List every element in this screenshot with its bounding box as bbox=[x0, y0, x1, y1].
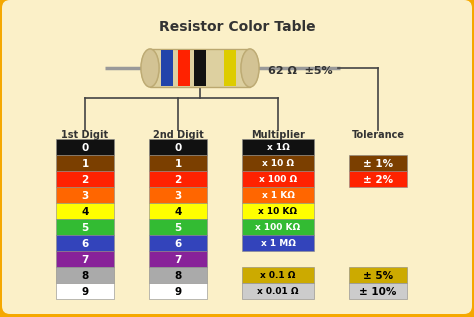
Text: 0: 0 bbox=[174, 143, 182, 153]
Text: 2: 2 bbox=[82, 175, 89, 185]
FancyBboxPatch shape bbox=[349, 171, 407, 187]
FancyBboxPatch shape bbox=[56, 219, 114, 235]
FancyBboxPatch shape bbox=[242, 187, 314, 203]
FancyBboxPatch shape bbox=[149, 267, 207, 283]
Ellipse shape bbox=[241, 49, 259, 87]
Ellipse shape bbox=[141, 49, 159, 87]
FancyBboxPatch shape bbox=[242, 267, 314, 283]
Ellipse shape bbox=[241, 49, 259, 87]
Text: x 1 KΩ: x 1 KΩ bbox=[262, 191, 294, 200]
Text: 2: 2 bbox=[174, 175, 182, 185]
Text: 4: 4 bbox=[82, 207, 89, 217]
FancyBboxPatch shape bbox=[149, 171, 207, 187]
Text: Resistor Color Table: Resistor Color Table bbox=[159, 20, 315, 34]
Text: 2nd Digit: 2nd Digit bbox=[153, 130, 203, 140]
Ellipse shape bbox=[141, 49, 159, 87]
FancyBboxPatch shape bbox=[56, 203, 114, 219]
FancyBboxPatch shape bbox=[242, 235, 314, 251]
Text: 0: 0 bbox=[82, 143, 89, 153]
FancyBboxPatch shape bbox=[242, 203, 314, 219]
FancyBboxPatch shape bbox=[56, 171, 114, 187]
FancyBboxPatch shape bbox=[149, 187, 207, 203]
Bar bbox=[161, 50, 173, 86]
FancyBboxPatch shape bbox=[149, 203, 207, 219]
Text: 7: 7 bbox=[82, 255, 89, 265]
FancyBboxPatch shape bbox=[56, 139, 114, 155]
Text: x 100 KΩ: x 100 KΩ bbox=[255, 223, 301, 232]
FancyBboxPatch shape bbox=[56, 187, 114, 203]
Text: 1st Digit: 1st Digit bbox=[62, 130, 109, 140]
Text: 5: 5 bbox=[174, 223, 182, 233]
FancyBboxPatch shape bbox=[149, 235, 207, 251]
Text: x 10 KΩ: x 10 KΩ bbox=[258, 208, 298, 217]
Text: 6: 6 bbox=[174, 239, 182, 249]
Text: ± 2%: ± 2% bbox=[363, 175, 393, 185]
Text: x 0.01 Ω: x 0.01 Ω bbox=[257, 288, 299, 296]
Bar bbox=[194, 50, 206, 86]
Text: 8: 8 bbox=[82, 271, 89, 281]
FancyBboxPatch shape bbox=[242, 139, 314, 155]
Text: ± 5%: ± 5% bbox=[363, 271, 393, 281]
FancyBboxPatch shape bbox=[56, 251, 114, 267]
FancyBboxPatch shape bbox=[149, 283, 207, 299]
Bar bbox=[224, 50, 236, 86]
FancyBboxPatch shape bbox=[242, 155, 314, 171]
FancyBboxPatch shape bbox=[149, 251, 207, 267]
FancyBboxPatch shape bbox=[56, 283, 114, 299]
FancyBboxPatch shape bbox=[149, 155, 207, 171]
FancyBboxPatch shape bbox=[149, 219, 207, 235]
Bar bbox=[150, 49, 250, 87]
Bar bbox=[178, 50, 190, 86]
Text: 7: 7 bbox=[174, 255, 182, 265]
Text: 8: 8 bbox=[174, 271, 182, 281]
Text: 9: 9 bbox=[82, 287, 89, 297]
FancyBboxPatch shape bbox=[349, 267, 407, 283]
FancyBboxPatch shape bbox=[56, 155, 114, 171]
FancyBboxPatch shape bbox=[242, 219, 314, 235]
Text: 6: 6 bbox=[82, 239, 89, 249]
Text: 5: 5 bbox=[82, 223, 89, 233]
Text: x 1 MΩ: x 1 MΩ bbox=[261, 240, 295, 249]
Text: x 1Ω: x 1Ω bbox=[266, 144, 289, 152]
Text: Tolerance: Tolerance bbox=[352, 130, 404, 140]
Text: x 10 Ω: x 10 Ω bbox=[262, 159, 294, 169]
Text: ± 1%: ± 1% bbox=[363, 159, 393, 169]
Text: 9: 9 bbox=[174, 287, 182, 297]
FancyBboxPatch shape bbox=[349, 283, 407, 299]
FancyBboxPatch shape bbox=[149, 139, 207, 155]
Text: Multiplier: Multiplier bbox=[251, 130, 305, 140]
Text: 62 Ω  ±5%: 62 Ω ±5% bbox=[268, 66, 332, 76]
FancyBboxPatch shape bbox=[349, 155, 407, 171]
Text: ± 10%: ± 10% bbox=[359, 287, 397, 297]
Text: 4: 4 bbox=[174, 207, 182, 217]
Text: x 0.1 Ω: x 0.1 Ω bbox=[260, 271, 296, 281]
Text: 1: 1 bbox=[174, 159, 182, 169]
Text: 3: 3 bbox=[174, 191, 182, 201]
Text: 3: 3 bbox=[82, 191, 89, 201]
Text: x 100 Ω: x 100 Ω bbox=[259, 176, 297, 184]
FancyBboxPatch shape bbox=[56, 235, 114, 251]
FancyBboxPatch shape bbox=[242, 171, 314, 187]
Text: 1: 1 bbox=[82, 159, 89, 169]
FancyBboxPatch shape bbox=[242, 283, 314, 299]
FancyBboxPatch shape bbox=[56, 267, 114, 283]
